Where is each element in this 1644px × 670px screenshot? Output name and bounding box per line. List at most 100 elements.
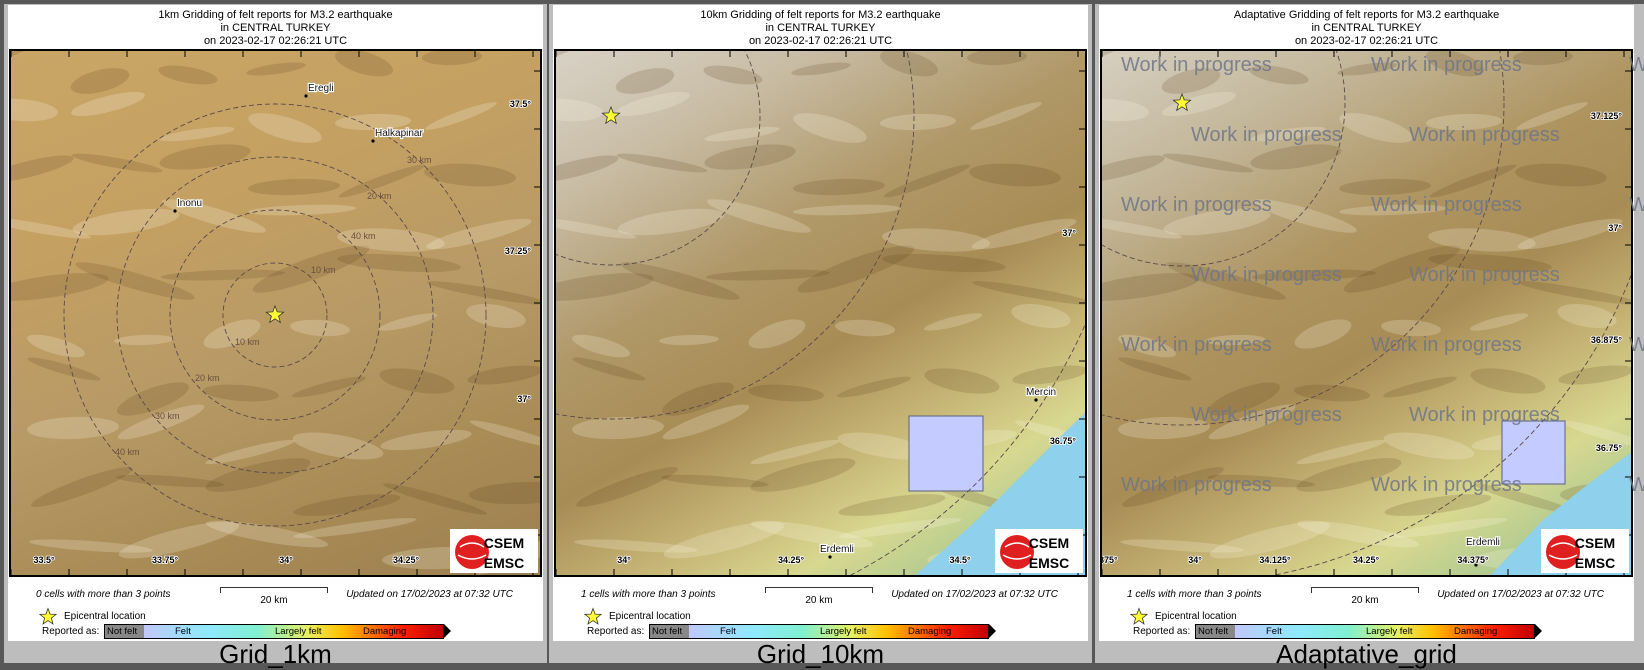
- relief-shade: [970, 102, 1042, 130]
- relief-shade: [971, 218, 1077, 250]
- relief-shade: [159, 144, 251, 170]
- relief-shade: [1384, 494, 1492, 516]
- relief-shade: [1102, 51, 1131, 63]
- relief-shade: [924, 368, 1000, 394]
- relief-shade: [663, 521, 785, 559]
- epicenter-star-icon: [265, 304, 285, 324]
- map-canvas[interactable]: 10 km 10 km 20 km 20 km 30 km 30 km 40 km 40 km…: [11, 51, 540, 575]
- csem-emsc-logo: CSEM EMSC: [995, 529, 1083, 573]
- map-canvas[interactable]: Erdemli 37.125° 37° 36.875° 36.75° 33.875° 34°…: [1102, 51, 1631, 575]
- relief-shade: [1296, 439, 1386, 465]
- longitude-label: 34.5°: [949, 555, 971, 565]
- relief-shade: [1296, 520, 1420, 548]
- colorbar-label: Damaging: [1454, 626, 1498, 637]
- relief-shade: [556, 98, 603, 122]
- latitude-label: 37°: [1608, 223, 1622, 233]
- relief-shade: [117, 404, 205, 440]
- map-canvas[interactable]: Mercin Erdemli 37° 36.75° 34° 34.25° 34.5°: [556, 51, 1085, 575]
- relief-shade: [335, 113, 411, 131]
- relief-shade: [31, 467, 133, 507]
- colorbar-label: Not felt: [652, 626, 683, 637]
- relief-shade: [882, 228, 990, 252]
- town-label: Erdemli: [820, 544, 854, 555]
- logo-text: CSEM: [484, 535, 524, 551]
- relief-shade: [704, 126, 780, 142]
- relief-shade: [556, 273, 654, 301]
- relief-shade: [750, 520, 874, 548]
- relief-shade: [659, 334, 719, 346]
- relief-shade: [703, 65, 763, 85]
- relief-shade: [117, 382, 189, 416]
- relief-shade: [1516, 102, 1588, 130]
- latitude-label: 37.5°: [510, 99, 532, 109]
- relief-shade: [1560, 420, 1631, 448]
- globe-grid-icon: [457, 542, 487, 560]
- logo-text: EMSC: [1575, 555, 1615, 571]
- relief-shade: [335, 51, 393, 77]
- relief-shade: [704, 144, 796, 170]
- relief-shade: [574, 539, 698, 553]
- relief-shade: [11, 273, 109, 301]
- felt-grid-cell: [908, 415, 984, 492]
- intensity-colorbar: Not felt Felt Largely felt Damaging: [1195, 624, 1535, 639]
- logo-graphic: CSEM EMSC: [455, 535, 524, 571]
- relief-shade: [162, 199, 266, 233]
- relief-shade: [70, 68, 130, 94]
- reported-as-label: Reported as:: [587, 626, 645, 637]
- longitude-label: 33.5°: [33, 555, 55, 565]
- longitude-label: 34.25°: [1353, 555, 1380, 565]
- relief-shade: [837, 376, 911, 398]
- distance-label: 40 km: [115, 447, 140, 457]
- relief-shade: [292, 376, 366, 398]
- relief-shade: [620, 262, 740, 300]
- relief-shade: [791, 62, 851, 76]
- relief-shade: [883, 164, 971, 198]
- relief-shade: [572, 416, 664, 440]
- panel-column: Adaptative Gridding of felt reports for …: [1095, 4, 1644, 668]
- relief-shade: [835, 319, 895, 337]
- relief-shade: [750, 439, 840, 465]
- map-title-line: in CENTRAL TURKEY: [220, 22, 331, 34]
- relief-shade: [882, 253, 1006, 273]
- colorbar-label: Felt: [175, 626, 191, 637]
- scale-bar: [1311, 587, 1419, 593]
- colorbar-label: Largely felt: [820, 626, 867, 637]
- updated-text: Updated on 17/02/2023 at 07:32 UTC: [1437, 589, 1604, 600]
- relief-shade: [1207, 474, 1315, 488]
- relief-shade: [1209, 521, 1331, 559]
- relief-shade: [467, 365, 540, 385]
- distance-circle: [63, 103, 487, 527]
- relief-shade: [707, 199, 811, 233]
- logo-text: CSEM: [1575, 535, 1615, 551]
- relief-shade: [556, 217, 637, 239]
- latitude-label: 36.75°: [1050, 436, 1077, 446]
- relief-shade: [750, 458, 856, 492]
- colorbar-arrow-icon: [1535, 624, 1542, 638]
- relief-shade: [29, 539, 153, 553]
- logo-text: EMSC: [1029, 555, 1069, 571]
- town-marker: [304, 94, 308, 98]
- relief-shade: [576, 467, 678, 507]
- cells-note: 0 cells with more than 3 points: [36, 589, 171, 600]
- logo-text: EMSC: [484, 555, 524, 571]
- relief-shade: [616, 153, 708, 173]
- star-icon: [38, 607, 58, 625]
- town-marker: [371, 139, 375, 143]
- map-title-line: on 2023-02-17 02:26:21 UTC: [1294, 35, 1439, 47]
- intensity-colorbar: Not felt Felt Largely felt Damaging: [649, 624, 989, 639]
- relief-shade: [923, 313, 983, 331]
- distance-label: 30 km: [155, 411, 180, 421]
- relief-shade: [1118, 357, 1192, 381]
- relief-shade: [1162, 91, 1236, 117]
- map-area: Erdemli 37.125° 37° 36.875° 36.75° 33.875° 34°…: [1100, 49, 1633, 577]
- town-label: Inonu: [177, 198, 202, 209]
- relief-shade: [205, 439, 295, 465]
- relief-shade: [158, 65, 218, 85]
- longitude-label: 34.125°: [1259, 555, 1291, 565]
- town-marker: [1034, 398, 1038, 402]
- relief-shade: [425, 102, 497, 130]
- globe-grid-icon: [1002, 542, 1032, 560]
- relief-shade: [290, 319, 350, 337]
- relief-shade: [1102, 217, 1183, 239]
- map-title: 10km Gridding of felt reports for M3.2 e…: [553, 9, 1088, 48]
